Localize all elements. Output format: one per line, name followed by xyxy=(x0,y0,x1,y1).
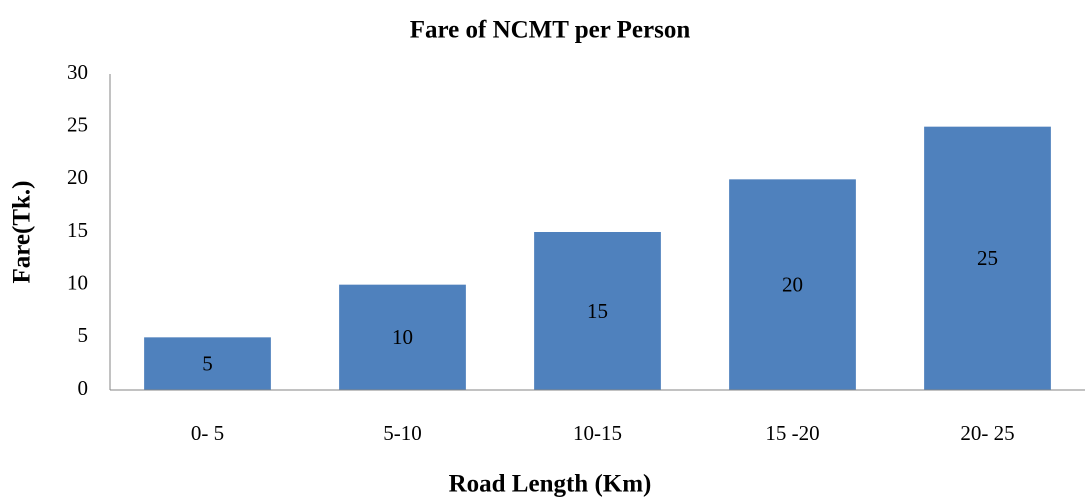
y-tick-label: 30 xyxy=(67,60,88,84)
y-tick-label: 15 xyxy=(67,218,88,242)
x-tick-label: 0- 5 xyxy=(191,421,224,445)
y-tick-label: 10 xyxy=(67,270,88,294)
y-tick-label: 0 xyxy=(78,376,89,400)
x-tick-label: 20- 25 xyxy=(960,421,1014,445)
y-tick-label: 5 xyxy=(78,323,89,347)
y-axis-label: Fare(Tk.) xyxy=(9,181,36,284)
data-label: 25 xyxy=(977,246,998,270)
bar xyxy=(144,337,271,390)
bar xyxy=(729,179,856,390)
chart-title: Fare of NCMT per Person xyxy=(410,17,691,44)
data-label: 20 xyxy=(782,272,803,296)
bar xyxy=(339,284,466,390)
y-tick-label: 20 xyxy=(67,165,88,189)
x-tick-label: 10-15 xyxy=(573,421,622,445)
x-tick-label: 5-10 xyxy=(383,421,422,445)
bar xyxy=(924,126,1051,391)
x-tick-label: 15 -20 xyxy=(765,421,819,445)
data-label: 10 xyxy=(392,325,413,349)
data-label: 5 xyxy=(202,351,213,375)
bar xyxy=(534,232,661,390)
y-tick-label: 25 xyxy=(67,112,88,136)
data-label: 15 xyxy=(587,299,608,323)
x-axis-label: Road Length (Km) xyxy=(449,471,652,498)
